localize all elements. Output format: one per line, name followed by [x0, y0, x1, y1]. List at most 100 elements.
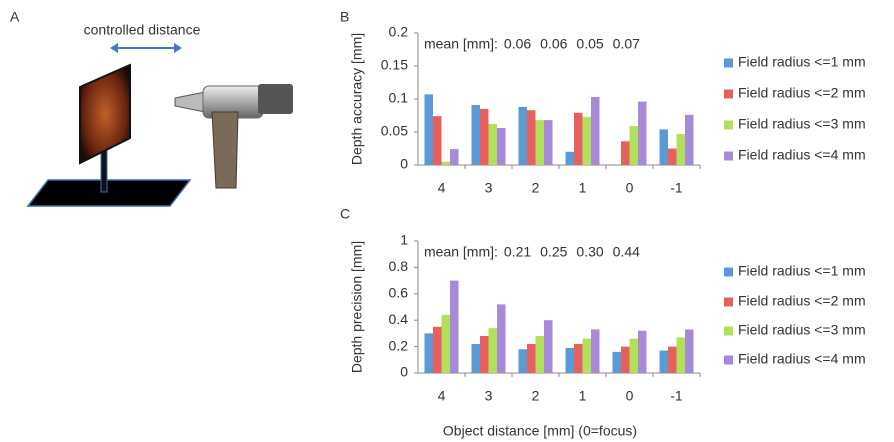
bar: [471, 104, 480, 165]
bar: [574, 343, 583, 373]
bar: [433, 116, 442, 165]
legend-label: Field radius <=2 mm: [738, 293, 866, 309]
y-tick-label: 0: [400, 156, 408, 172]
illustration: [26, 63, 293, 207]
mean-value: 0.06: [504, 36, 531, 52]
arrow: [110, 43, 182, 53]
bar: [638, 101, 647, 165]
bar: [471, 343, 480, 373]
bar: [518, 106, 527, 165]
bar: [544, 320, 553, 373]
y-tick-label: 0.2: [389, 24, 409, 40]
bar: [441, 314, 450, 373]
y-tick-label: 0.8: [389, 258, 409, 274]
legend-label: Field radius <=3 mm: [738, 116, 866, 132]
bar: [441, 161, 450, 165]
y-tick-label: 0.1: [389, 90, 409, 106]
bar: [685, 114, 694, 165]
bar: [685, 329, 694, 373]
bar: [582, 116, 591, 165]
y-tick-label: 1: [400, 232, 408, 248]
panel-label: B: [340, 9, 349, 25]
x-axis-label: Object distance [mm] (0=focus): [443, 423, 637, 439]
legend-swatch: [724, 89, 733, 99]
bar: [621, 346, 630, 373]
x-tick-label: 3: [485, 180, 493, 196]
bar: [621, 141, 630, 165]
bar: [527, 110, 536, 165]
bar: [480, 336, 489, 373]
bar: [488, 124, 497, 165]
y-tick-label: 0.15: [381, 57, 408, 73]
bar: [424, 94, 433, 165]
y-tick-label: 0.2: [389, 337, 409, 353]
bar: [668, 346, 677, 373]
bar: [480, 108, 489, 165]
legend-label: Field radius <=2 mm: [738, 85, 866, 101]
x-tick-label: 1: [579, 388, 587, 404]
bar: [518, 349, 527, 373]
mean-value: 0.06: [540, 36, 567, 52]
legend-label: Field radius <=4 mm: [738, 147, 866, 163]
bar: [424, 333, 433, 373]
legend-swatch: [724, 120, 733, 130]
bar: [544, 120, 553, 165]
bar: [574, 112, 583, 165]
mean-value: 0.25: [540, 244, 567, 260]
x-tick-label: 2: [532, 388, 540, 404]
bar: [659, 350, 668, 373]
y-tick-label: 0.6: [389, 285, 409, 301]
x-tick-label: -1: [670, 388, 683, 404]
y-tick-label: 0: [400, 364, 408, 380]
bar: [582, 338, 591, 373]
mean-value: 0.44: [613, 244, 640, 260]
bar: [591, 329, 600, 373]
mean-label: mean [mm]:: [424, 244, 498, 260]
mean-value: 0.05: [576, 36, 603, 52]
bar: [612, 351, 621, 373]
bar: [591, 97, 600, 165]
x-tick-label: 1: [579, 180, 587, 196]
x-tick-label: 0: [626, 180, 634, 196]
bar: [433, 326, 442, 373]
x-tick-label: -1: [670, 180, 683, 196]
bar: [659, 129, 668, 165]
x-tick-label: 0: [626, 388, 634, 404]
x-tick-label: 3: [485, 388, 493, 404]
bar: [676, 337, 685, 373]
bar: [676, 133, 685, 165]
bar: [565, 347, 574, 373]
y-axis-label: Depth precision [mm]: [349, 241, 365, 373]
bar: [629, 338, 638, 373]
y-tick-label: 0.4: [389, 311, 409, 327]
x-tick-label: 4: [438, 388, 446, 404]
x-tick-label: 2: [532, 180, 540, 196]
bar: [565, 151, 574, 165]
x-tick-label: 4: [438, 180, 446, 196]
annotation: controlled distance: [84, 22, 201, 38]
panel-label: C: [340, 206, 350, 222]
bar: [535, 120, 544, 165]
bar: [497, 304, 506, 373]
legend-label: Field radius <=4 mm: [738, 351, 866, 367]
legend-swatch: [724, 267, 733, 277]
y-axis-label: Depth accuracy [mm]: [349, 33, 365, 165]
bar: [497, 128, 506, 165]
legend-swatch: [724, 326, 733, 336]
bar: [629, 126, 638, 165]
bar: [668, 148, 677, 165]
legend-label: Field radius <=1 mm: [738, 263, 866, 279]
mean-label: mean [mm]:: [424, 36, 498, 52]
legend-swatch: [724, 151, 733, 161]
mean-value: 0.07: [613, 36, 640, 52]
bar: [527, 343, 536, 373]
bar: [488, 328, 497, 373]
legend-swatch: [724, 297, 733, 307]
bar: [638, 330, 647, 373]
mean-value: 0.21: [504, 244, 531, 260]
legend-swatch: [724, 58, 733, 68]
bar: [450, 280, 459, 373]
legend-label: Field radius <=3 mm: [738, 322, 866, 338]
